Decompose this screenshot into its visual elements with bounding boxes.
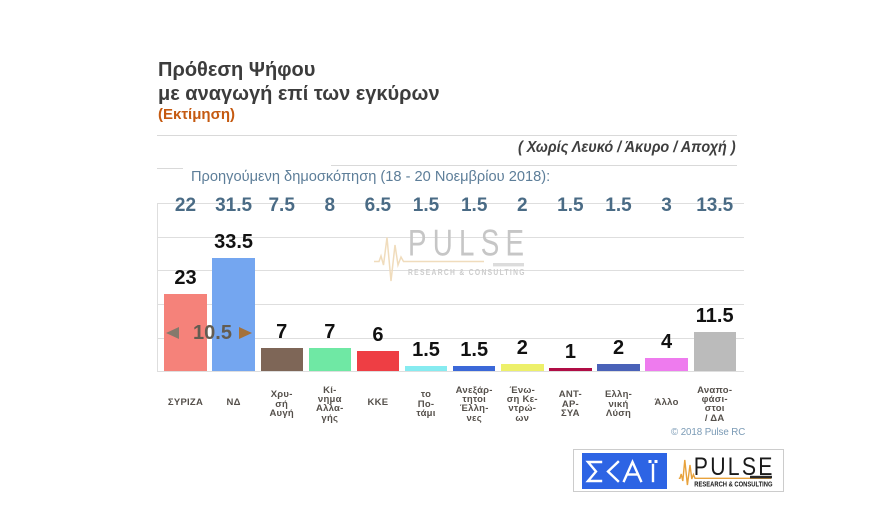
svg-text:RESEARCH & CONSULTING: RESEARCH & CONSULTING [694,481,773,488]
svg-text:RESEARCH & CONSULTING: RESEARCH & CONSULTING [408,267,526,277]
svg-text:PULSE: PULSE [408,225,530,264]
svg-text:PULSE: PULSE [694,453,775,480]
